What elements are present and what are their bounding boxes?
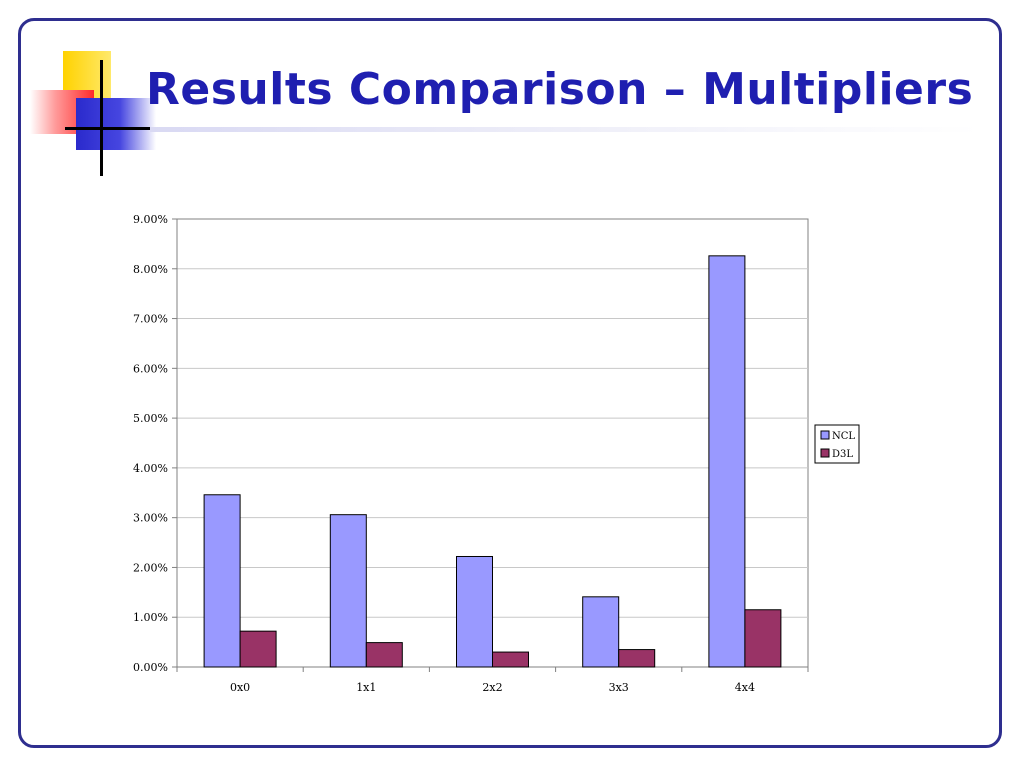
slide-title: Results Comparison – Multipliers [146,64,974,115]
x-tick-label: 1x1 [356,681,376,694]
y-tick-label: 2.00% [133,561,168,574]
y-tick-label: 3.00% [133,512,168,525]
logo-vertical-line [100,60,103,176]
x-tick-label: 0x0 [230,681,250,694]
title-underline [150,127,980,132]
bar-ncl-4x4 [708,255,746,668]
bar-d3l-2x2 [492,651,529,668]
x-tick-label: 3x3 [609,681,629,694]
y-tick-label: 8.00% [133,263,168,276]
legend-label-ncl: NCL [832,431,855,442]
logo-horizontal-line [65,127,157,130]
y-tick-label: 4.00% [133,462,168,475]
bar-ncl-2x2 [456,555,493,668]
y-tick-label: 7.00% [133,313,168,326]
bar-d3l-4x4 [744,609,782,668]
legend-label-d3l: D3L [832,449,853,460]
logo-blue-square [76,98,156,150]
y-tick-label: 9.00% [133,213,168,226]
y-tick-label: 6.00% [133,362,168,375]
y-tick-label: 1.00% [133,611,168,624]
x-tick-label: 2x2 [482,681,502,694]
bar-ncl-3x3 [582,596,620,668]
bar-d3l-0x0 [239,630,277,668]
bar-d3l-1x1 [365,642,403,668]
bar-d3l-3x3 [618,649,656,668]
y-tick-label: 0.00% [133,661,168,674]
logo-graphic [0,0,170,180]
x-tick-label: 4x4 [735,681,755,694]
bar-ncl-0x0 [203,494,241,668]
y-tick-label: 5.00% [133,412,168,425]
bar-ncl-1x1 [329,514,367,668]
legend-swatch-d3l [820,448,830,458]
legend-swatch-ncl [820,430,830,440]
